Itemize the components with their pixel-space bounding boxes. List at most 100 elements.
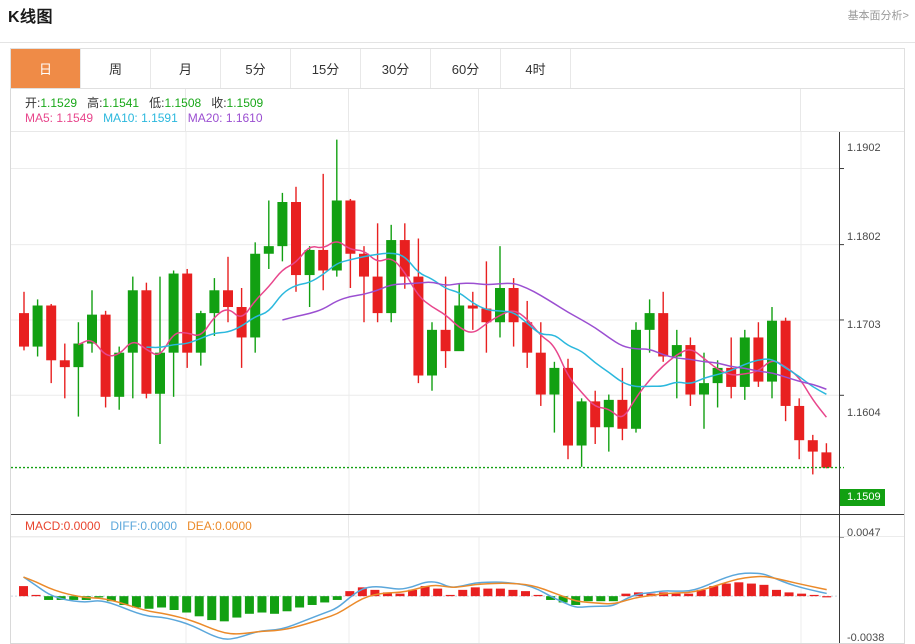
candle	[19, 291, 29, 351]
tab-6[interactable]: 60分	[431, 49, 501, 88]
candle	[155, 276, 165, 444]
open-value: 1.1529	[40, 96, 78, 110]
candle	[685, 337, 696, 406]
macd-bar	[521, 591, 530, 597]
macd-axis-label-1: -0.0038	[847, 632, 885, 644]
ma10-line	[146, 252, 827, 395]
candle	[100, 310, 111, 408]
diff-line	[23, 572, 827, 640]
macd-bar	[784, 592, 794, 597]
tab-2[interactable]: 月	[151, 49, 221, 88]
legend-divider-3	[478, 89, 479, 132]
macd-bar	[508, 589, 518, 597]
candle	[263, 200, 274, 269]
low-label: 低:	[149, 96, 165, 110]
tab-4[interactable]: 15分	[291, 49, 361, 88]
price-pane[interactable]	[11, 132, 905, 514]
macd-bar	[257, 596, 267, 613]
macd-bar	[69, 596, 79, 600]
ma5-label: MA5:	[25, 111, 57, 125]
macd-bar	[357, 587, 367, 597]
candle	[753, 322, 764, 387]
macd-bar	[546, 596, 556, 600]
tab-3[interactable]: 5分	[221, 49, 291, 88]
tab-0[interactable]: 日	[11, 49, 81, 88]
ma10-value: 1.1591	[141, 111, 178, 125]
candle	[73, 322, 84, 417]
candle	[87, 290, 97, 353]
macd-bar	[445, 594, 455, 597]
legend-divider-1	[185, 89, 186, 132]
dea-value: 0.0000	[215, 519, 252, 533]
close-label: 收:	[211, 96, 227, 110]
candle	[141, 282, 152, 399]
candle	[250, 242, 261, 353]
macd-bar	[19, 586, 28, 597]
macd-bar	[583, 596, 593, 602]
quote-legend: 开:1.1529 高:1.1541 低:1.1508 收:1.1509 MA5:…	[11, 89, 904, 132]
candle	[658, 291, 669, 362]
tab-label: 月	[178, 62, 192, 77]
macd-bar	[345, 591, 355, 597]
macd-divider-2	[800, 515, 801, 538]
macd-bar	[370, 589, 380, 597]
macd-bar	[470, 587, 480, 597]
price-axis-label-2: 1.1703	[847, 319, 881, 331]
macd-bar	[822, 596, 832, 598]
fundamental-analysis-link[interactable]: 基本面分析>	[847, 10, 909, 22]
macd-bar	[721, 583, 731, 597]
tab-label: 日	[38, 62, 52, 77]
macd-bar	[270, 596, 279, 614]
candle	[522, 300, 533, 368]
macd-bar	[94, 596, 104, 598]
price-axis-label-1: 1.1802	[847, 231, 881, 243]
candle	[535, 322, 546, 406]
macd-bar	[458, 589, 468, 597]
candle	[576, 398, 587, 467]
macd-axis-rule	[839, 514, 840, 643]
candle	[127, 276, 138, 399]
candle	[631, 322, 641, 433]
macd-bar	[433, 588, 443, 597]
macd-bar	[219, 596, 229, 622]
candle	[794, 398, 805, 460]
macd-bar	[382, 592, 392, 597]
candle	[699, 352, 709, 429]
macd-bar	[182, 596, 192, 613]
ma10-label: MA10:	[103, 111, 142, 125]
candle	[617, 367, 628, 441]
legend-divider-2	[348, 89, 349, 132]
candle	[603, 394, 614, 452]
candle	[726, 337, 737, 399]
candlestick-plot[interactable]	[11, 132, 905, 514]
macd-bar	[408, 589, 418, 597]
tab-1[interactable]: 周	[81, 49, 151, 88]
candle	[427, 322, 437, 391]
macd-bar	[759, 584, 769, 597]
candle	[508, 278, 519, 347]
tab-5[interactable]: 30分	[361, 49, 431, 88]
ma-readout: MA5: 1.1549 MA10: 1.1591 MA20: 1.1610	[25, 111, 263, 125]
macd-bar	[709, 586, 719, 597]
macd-bar	[194, 596, 204, 617]
macd-pane[interactable]: MACD:0.0000 DIFF:0.0000 DEA:0.0000	[11, 514, 905, 644]
price-axis-label-0: 1.1902	[847, 142, 881, 154]
price-axis-rule	[839, 132, 840, 514]
macd-label: MACD:	[25, 519, 64, 533]
macd-bar	[320, 596, 330, 603]
ma5-line	[78, 241, 827, 418]
tab-7[interactable]: 4时	[501, 49, 571, 88]
macd-plot[interactable]	[11, 537, 905, 644]
macd-bar	[119, 596, 129, 605]
macd-bar	[295, 596, 305, 608]
macd-bar	[169, 596, 179, 611]
candle	[372, 223, 383, 323]
candle	[413, 238, 424, 384]
candle	[359, 246, 369, 323]
candle	[345, 198, 356, 288]
macd-bar	[696, 589, 706, 597]
tab-label: 15分	[311, 62, 340, 77]
candle	[46, 303, 57, 384]
macd-bar	[131, 596, 141, 608]
macd-legend: MACD:0.0000 DIFF:0.0000 DEA:0.0000	[11, 514, 904, 538]
